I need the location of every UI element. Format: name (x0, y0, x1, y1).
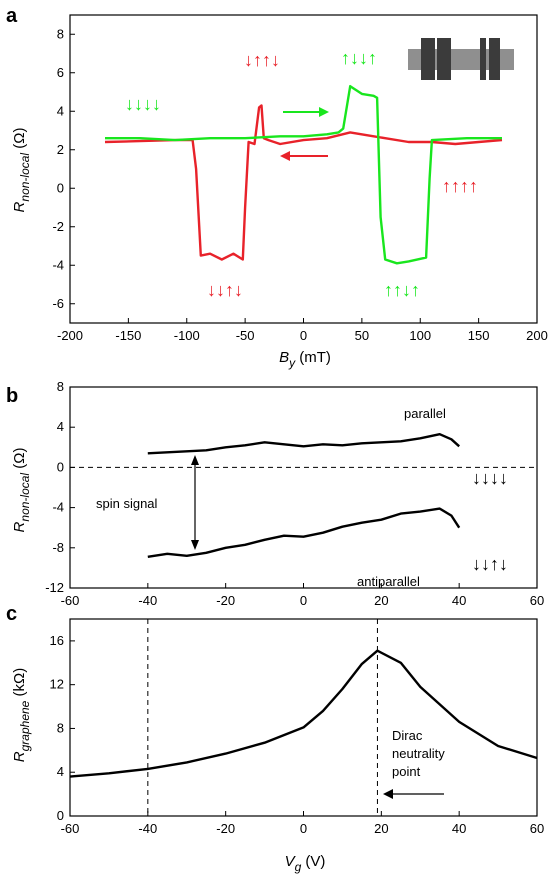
panel-b-series-antiparallel-line (147, 507, 461, 558)
panel-c-x-tick-label: -40 (138, 821, 157, 836)
panel-a-x-tick-label: -100 (174, 328, 200, 343)
panel-b-y-tick-label: -4 (52, 500, 64, 515)
panel-b-x-tick-label: -20 (216, 593, 235, 608)
panel-a-x-tick-label: -150 (115, 328, 141, 343)
panel-a-y-tick-label: -4 (52, 257, 64, 272)
panel-b-y-tick-label: -12 (45, 580, 64, 595)
dirac-label-line2: neutrality (392, 746, 445, 761)
panel-a-x-tick-label: 0 (300, 328, 307, 343)
panel-b-x-tick-label: 0 (300, 593, 307, 608)
panel-c-x-tick-label: 40 (452, 821, 466, 836)
panel-c-x-tick-label: -60 (61, 821, 80, 836)
panel-a-x-tick-label: 150 (468, 328, 490, 343)
panel-b-x-tick-label: 40 (452, 593, 466, 608)
panel-a-chart: -200 -150 -100 -50 0 50 100 150 200 -6 -4 -2 0 2 4 6 8 ↓… (11, 14, 548, 370)
sweep-arrow-right (283, 107, 329, 117)
panel-a-y-tick-label: -6 (52, 296, 64, 311)
panel-c-y-tick-label: 16 (50, 633, 64, 648)
panel-a-series-1-line (105, 84, 502, 265)
panel-b-y-tick-label: 0 (57, 459, 64, 474)
panel-c-x-tick-label: 0 (300, 821, 307, 836)
panel-c-frame (69, 618, 538, 817)
panel-c-y-axis-label: Rgraphene (kΩ) (11, 668, 32, 762)
arrows-red-right: ↑↑↑↑ (442, 176, 478, 196)
panel-b-x-tick-label: 60 (530, 593, 544, 608)
sweep-arrow-left (280, 151, 328, 161)
arrows-red-bottom: ↓↓↑↓ (207, 280, 243, 300)
panel-b-x-tick-label: -40 (138, 593, 157, 608)
dirac-label-line3: point (392, 764, 421, 779)
panel-b-x-tick-label: 20 (374, 593, 388, 608)
panel-c-series-0-line (69, 649, 538, 778)
panel-b-y-tick-label: 8 (57, 379, 64, 394)
arrows-green-bottom: ↑↑↓↑ (384, 280, 420, 300)
panel-a-x-tick-label: -50 (236, 328, 255, 343)
panel-c-x-axis-label: Vg (V) (285, 853, 326, 874)
arrows-red-top: ↓↑↑↓ (244, 50, 280, 70)
arrows-green-down: ↓↓↓↓ (125, 94, 161, 114)
panel-c-x-tick-label: 60 (530, 821, 544, 836)
panel-b-series-parallel-line (147, 433, 461, 455)
panel-a-y-tick-label: 8 (57, 26, 64, 41)
panel-label-b: b (6, 385, 18, 407)
panel-a-y-tick-label: 2 (57, 142, 64, 157)
dirac-point-arrow (383, 789, 444, 799)
panel-a-y-tick-label: 0 (57, 180, 64, 195)
panel-c-y-tick-label: 4 (57, 764, 64, 779)
panel-c-y-tick-label: 12 (50, 677, 64, 692)
panel-c-y-tick-label: 8 (57, 720, 64, 735)
panel-c-x-tick-label: 20 (374, 821, 388, 836)
device-inset-icon (408, 38, 514, 80)
panel-a-x-tick-label: -200 (57, 328, 83, 343)
panel-a-x-tick-label: 100 (409, 328, 431, 343)
panel-b-y-tick-label: 4 (57, 419, 64, 434)
panel-a-y-tick-label: 4 (57, 103, 64, 118)
panel-label-c: c (6, 603, 17, 625)
antiparallel-label: antiparallel (357, 574, 420, 589)
arrows-antiparallel: ↓↓↑↓ (472, 554, 508, 574)
panel-c-x-tick-label: -20 (216, 821, 235, 836)
panel-a-y-tick-label: -2 (52, 219, 64, 234)
panel-b-frame (69, 386, 538, 589)
panel-a-x-tick-label: 50 (355, 328, 369, 343)
parallel-label: parallel (404, 406, 446, 421)
arrows-parallel: ↓↓↓↓ (472, 468, 508, 488)
spin-signal-arrow (191, 455, 199, 550)
panel-c-y-tick-label: 0 (57, 808, 64, 823)
panel-b-y-tick-label: -8 (52, 540, 64, 555)
arrows-green-top: ↑↓↓↑ (341, 48, 377, 68)
panel-b-x-tick-label: -60 (61, 593, 80, 608)
panel-a-y-tick-label: 6 (57, 65, 64, 80)
panel-a-series-0-line (104, 104, 503, 261)
panel-c-chart: -60 -40 -20 0 20 40 60 0 4 8 12 16 Dirac neutrality… (11, 618, 544, 874)
panel-b-y-axis-label: Rnon-local (Ω) (11, 448, 32, 533)
panel-a-x-tick-label: 200 (526, 328, 548, 343)
panel-a-x-axis-label: By (mT) (279, 349, 331, 370)
spin-signal-label: spin signal (96, 496, 158, 511)
panel-a-y-axis-label: Rnon-local (Ω) (11, 128, 32, 213)
panel-label-a: a (6, 5, 18, 27)
dirac-label-line1: Dirac (392, 728, 423, 743)
